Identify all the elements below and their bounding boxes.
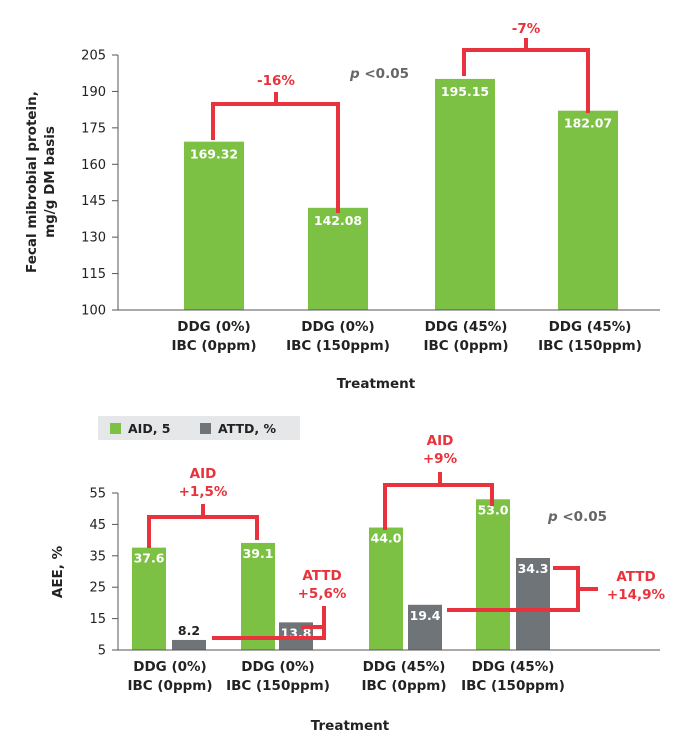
legend-box [98, 416, 300, 440]
bottom-p-letter: p [547, 509, 558, 525]
bottom-y-tick-label: 15 [89, 612, 106, 627]
bottom-category-label: IBC (0ppm) [127, 678, 212, 694]
bottom-y-tick-labels: 5 15 25 35 45 55 [89, 487, 106, 659]
top-y-tick-labels: 100 115 130 145 160 175 190 205 [81, 49, 106, 319]
top-category-label: IBC (0ppm) [171, 338, 256, 354]
bottom-y-tick-label: 45 [89, 518, 106, 533]
top-y-tick-label: 115 [81, 267, 106, 282]
bottom-chart: AID, 5 ATTD, % 5 15 25 35 45 55 37.6 39.1 44.0 5… [50, 416, 666, 734]
bottom-bracket-attd-2 [447, 566, 580, 612]
bottom-y-tick-label: 25 [89, 581, 106, 596]
top-y-axis-title-line2: mg/g DM basis [42, 126, 58, 238]
top-y-tick-label: 100 [81, 304, 106, 319]
top-category-label: DDG (0%) [177, 319, 250, 335]
bottom-bar-attd [172, 639, 206, 650]
top-p-letter: p [349, 66, 360, 82]
bottom-bracket-aid-1 [147, 515, 259, 548]
top-p-rest: <0.05 [360, 66, 409, 82]
top-bars: 169.32 142.08 195.15 182.07 [184, 78, 618, 311]
legend-swatch-attd [200, 423, 211, 434]
bottom-annotation-attd-1-title: ATTD [302, 568, 341, 584]
bottom-category-label: DDG (0%) [241, 659, 314, 675]
bottom-y-axis-title: AEE, % [50, 545, 66, 598]
top-y-tick-label: 130 [81, 231, 106, 246]
bottom-bar-aid [132, 547, 166, 650]
top-y-tick-label: 160 [81, 158, 106, 173]
bottom-bracket-attd-1 [212, 625, 326, 640]
top-y-tick-label: 175 [81, 121, 106, 136]
bottom-category-label: IBC (150ppm) [226, 678, 330, 694]
top-category-label: DDG (0%) [301, 319, 374, 335]
bottom-bar-attd-value-label: 8.2 [178, 623, 200, 638]
top-bar-value-label: 195.15 [441, 84, 489, 99]
top-bar-value-label: 169.32 [190, 147, 238, 162]
top-y-tick-label: 190 [81, 85, 106, 100]
top-category-label: DDG (45%) [549, 319, 632, 335]
legend-swatch-aid [110, 423, 121, 434]
bottom-annotation-aid-2-title: AID [427, 433, 454, 449]
top-category-label: IBC (0ppm) [423, 338, 508, 354]
bottom-bracket-aid-2 [383, 483, 494, 530]
bottom-p-rest: <0.05 [558, 509, 607, 525]
bottom-category-label: DDG (45%) [363, 659, 446, 675]
bottom-bar-aid-value-label: 53.0 [478, 502, 509, 517]
bottom-category-label: IBC (150ppm) [461, 678, 565, 694]
bottom-y-tick-label: 35 [89, 549, 106, 564]
top-category-label: DDG (45%) [425, 319, 508, 335]
bottom-category-label: IBC (0ppm) [361, 678, 446, 694]
bottom-annotation-aid-2-value: +9% [423, 451, 458, 467]
bottom-annotation-attd-2-value: +14,9% [607, 587, 666, 603]
bottom-p-value: p <0.05 [547, 509, 607, 525]
top-p-value: p <0.05 [349, 66, 409, 82]
top-annotation-2: -7% [512, 21, 541, 37]
top-bar [184, 141, 244, 310]
legend-label-aid: AID, 5 [128, 421, 171, 436]
bottom-bar-aid [369, 527, 403, 650]
bottom-x-axis-title: Treatment [311, 718, 390, 734]
top-y-tick-label: 205 [81, 49, 106, 64]
bottom-y-tick-lines [112, 492, 118, 651]
bottom-bar-attd [516, 557, 550, 650]
bottom-bar-aid-value-label: 39.1 [243, 546, 274, 561]
top-category-label: IBC (150ppm) [538, 338, 642, 354]
top-bar [435, 78, 495, 311]
bottom-annotation-attd-1-value: +5,6% [298, 586, 347, 602]
legend-label-attd: ATTD, % [218, 421, 277, 436]
top-y-tick-label: 145 [81, 194, 106, 209]
top-bar-value-label: 142.08 [314, 213, 362, 228]
top-bar-value-label: 182.07 [564, 116, 612, 131]
bottom-bar-attd [408, 604, 442, 650]
bottom-y-tick-label: 55 [89, 487, 106, 502]
top-category-labels: DDG (0%) IBC (0ppm) DDG (0%) IBC (150ppm) DD… [171, 319, 641, 354]
bottom-category-labels: DDG (0%) IBC (0ppm) DDG (0%) IBC (150ppm) DD… [127, 659, 564, 694]
bottom-bar-attd-value-label: 34.3 [518, 561, 549, 576]
bottom-y-tick-label: 5 [98, 644, 106, 659]
top-category-label: IBC (150ppm) [286, 338, 390, 354]
bottom-bar-aid-value-label: 44.0 [371, 531, 402, 546]
bottom-bar-attd-value-label: 19.4 [410, 608, 441, 623]
bottom-annotation-attd-2-title: ATTD [616, 569, 655, 585]
bottom-category-label: DDG (0%) [133, 659, 206, 675]
top-y-tick-lines [112, 54, 118, 311]
top-x-axis-title: Treatment [337, 376, 416, 392]
bottom-bar-aid [476, 499, 510, 650]
bottom-bars: 37.6 39.144.053.08.2 13.819.434.3 [132, 499, 550, 650]
bottom-bar-aid [241, 542, 275, 650]
bottom-bar-aid-value-label: 37.6 [134, 551, 165, 566]
top-y-axis-title-line1: Fecal mibrobial protein, [24, 91, 40, 273]
top-bar [558, 110, 618, 311]
top-chart: 100 115 130 145 160 175 190 205 169.32 142.08 195… [24, 21, 660, 392]
bottom-annotation-aid-1-title: AID [190, 466, 217, 482]
bottom-annotation-aid-1-value: +1,5% [179, 484, 228, 500]
bottom-category-label: DDG (45%) [472, 659, 555, 675]
top-annotation-1: -16% [257, 73, 295, 89]
top-bar [308, 207, 368, 310]
